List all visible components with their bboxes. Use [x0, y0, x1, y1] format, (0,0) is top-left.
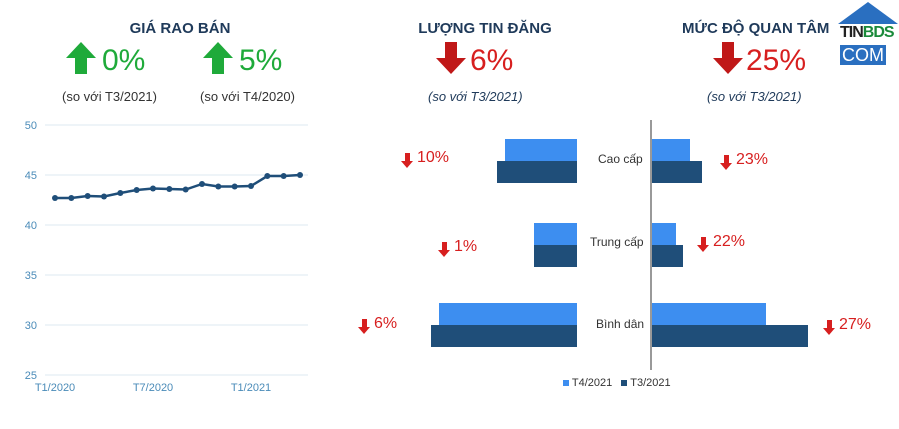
tinbds-logo: TINBDS COM [838, 2, 898, 70]
down-arrow-icon [436, 42, 466, 74]
price-compare-month: (so với T3/2021) [62, 89, 157, 104]
series-line [55, 173, 301, 200]
data-point [264, 173, 271, 179]
y-tick-label: 45 [25, 170, 37, 182]
y-tick-label: 50 [25, 120, 37, 132]
down-arrow-icon [438, 242, 450, 257]
right-change-label: 22% [697, 233, 745, 252]
bar-right-t3 [652, 161, 702, 183]
data-point [117, 190, 124, 196]
listings-change: 6% [470, 44, 514, 77]
bar-left-t3 [534, 245, 577, 267]
category-label: Cao cấp [598, 152, 643, 166]
data-point [133, 187, 140, 193]
data-point [166, 186, 173, 192]
interest-change: 25% [746, 44, 807, 77]
bar-right-t3 [652, 245, 683, 267]
bar-left-t3 [431, 325, 577, 347]
left-change-label: 6% [358, 315, 397, 334]
bar-right-t3 [652, 325, 808, 347]
up-arrow-icon [66, 42, 96, 74]
x-tick-label: T7/2020 [133, 382, 173, 394]
data-point [280, 173, 287, 179]
data-point [101, 193, 107, 200]
x-tick-label: T1/2021 [231, 382, 271, 394]
data-point [84, 193, 91, 199]
down-arrow-icon [713, 42, 743, 74]
right-change-label: 27% [823, 316, 871, 335]
data-point [52, 195, 58, 201]
bar-right-t4 [652, 303, 766, 325]
legend: T4/2021 T3/2021 [563, 377, 671, 389]
data-point [68, 195, 75, 201]
listings-compare: (so với T3/2021) [428, 89, 523, 104]
data-point [215, 183, 222, 190]
data-point [297, 172, 303, 178]
bar-left-t4 [534, 223, 577, 245]
down-arrow-icon [720, 155, 732, 170]
down-arrow-icon [697, 237, 709, 252]
left-change-label: 10% [401, 149, 449, 168]
down-arrow-icon [358, 319, 370, 334]
bar-left-t4 [439, 303, 577, 325]
price-compare-year: (so với T4/2020) [200, 89, 295, 104]
price-change-month: 0% [102, 44, 146, 77]
up-arrow-icon [203, 42, 233, 74]
y-tick-label: 25 [25, 370, 37, 382]
left-change-label: 1% [438, 238, 477, 257]
y-tick-label: 30 [25, 320, 37, 332]
down-arrow-icon [401, 153, 413, 168]
interest-compare: (so với T3/2021) [707, 89, 802, 104]
y-tick-label: 35 [25, 270, 37, 282]
listings-title: LƯỢNG TIN ĐĂNG [418, 20, 552, 37]
bar-right-t4 [652, 139, 690, 161]
data-point [231, 183, 238, 190]
data-point [248, 183, 254, 189]
data-point [199, 181, 205, 187]
down-arrow-icon [823, 320, 835, 335]
bar-right-t4 [652, 223, 676, 245]
data-point [150, 185, 156, 192]
y-tick-label: 40 [25, 220, 37, 232]
data-point [182, 186, 189, 193]
price-change-year: 5% [239, 44, 283, 77]
interest-title: MỨC ĐỘ QUAN TÂM [682, 20, 830, 37]
bar-left-t3 [497, 161, 577, 183]
category-label: Trung cấp [590, 235, 644, 249]
category-label: Bình dân [596, 317, 645, 331]
right-change-label: 23% [720, 151, 768, 170]
x-tick-label: T1/2020 [35, 382, 75, 394]
bar-left-t4 [505, 139, 577, 161]
price-title: GIÁ RAO BÁN [129, 20, 231, 37]
